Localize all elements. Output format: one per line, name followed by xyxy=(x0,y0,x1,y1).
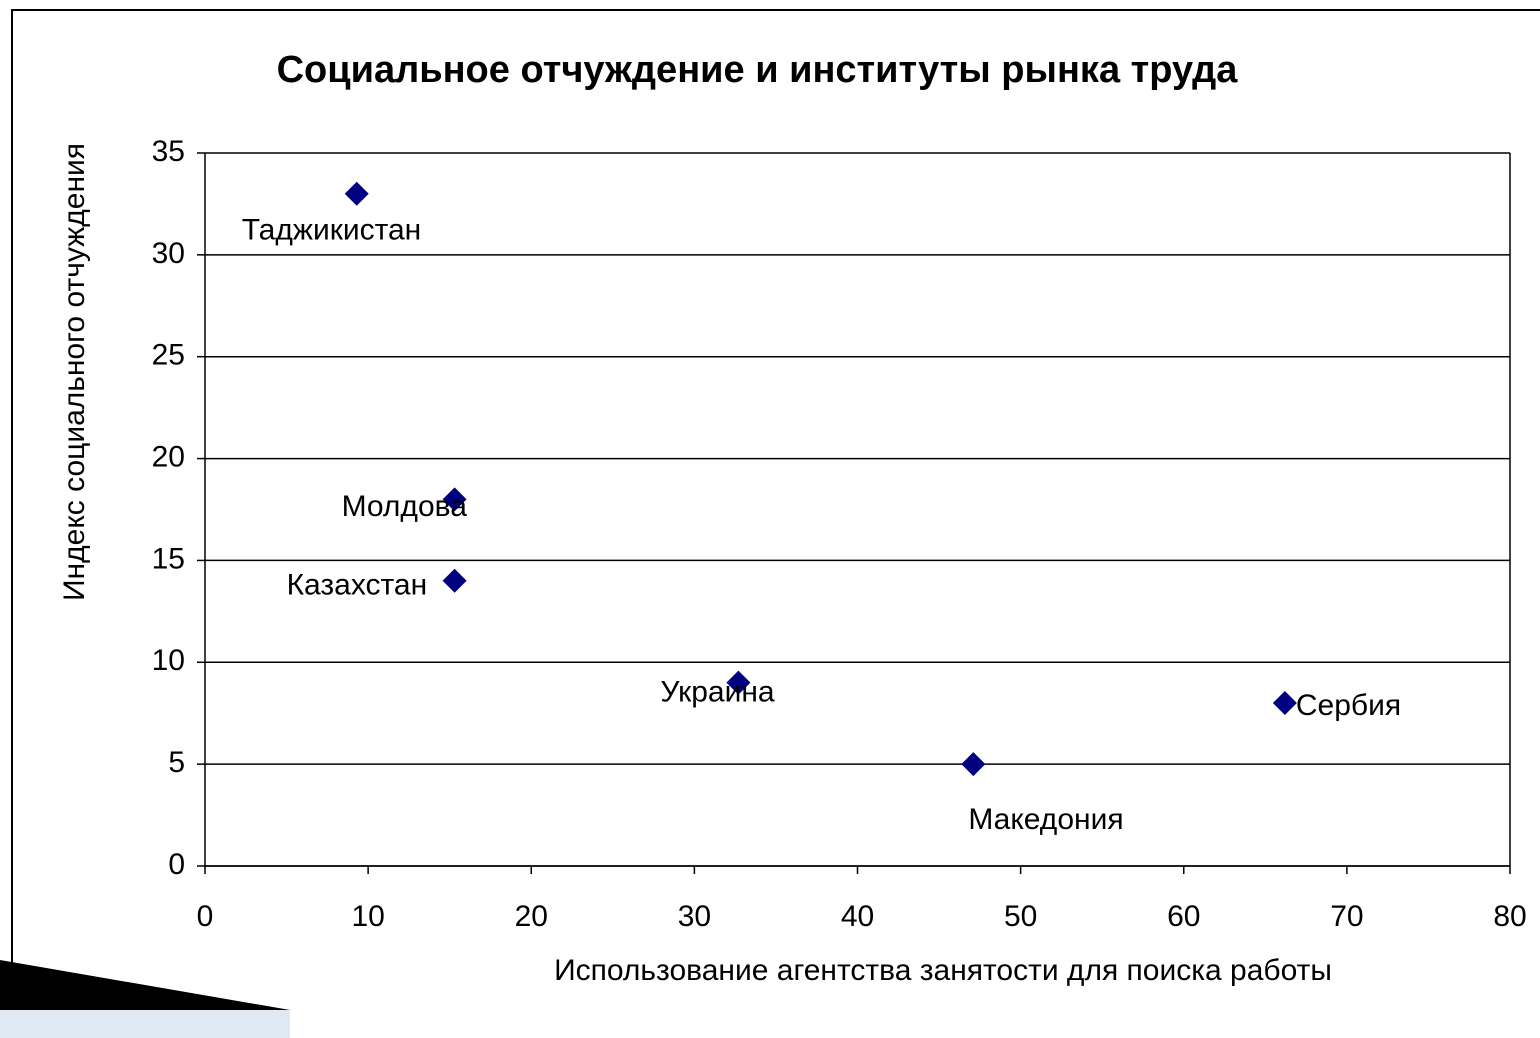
y-tick-label: 25 xyxy=(152,339,185,372)
point-label: Македония xyxy=(968,803,1123,836)
y-tick-label: 0 xyxy=(168,848,185,881)
x-axis-title: Использование агентства занятости для по… xyxy=(554,954,1332,987)
x-tick-label: 0 xyxy=(197,900,214,933)
y-tick-label: 15 xyxy=(152,542,185,575)
x-tick-label: 20 xyxy=(515,900,548,933)
x-tick-label: 10 xyxy=(351,900,384,933)
y-tick-label: 20 xyxy=(152,440,185,473)
marker xyxy=(442,568,467,593)
marker xyxy=(726,670,751,695)
y-axis-title: Индекс социального отчуждения xyxy=(58,143,91,601)
marker xyxy=(442,487,467,512)
point-label: Сербия xyxy=(1296,689,1401,722)
point-label: Казахстан xyxy=(287,569,428,602)
marker xyxy=(961,752,986,777)
x-tick-label: 40 xyxy=(841,900,874,933)
point-label: Молдова xyxy=(342,490,468,523)
chart-title: Социальное отчуждение и институты рынка … xyxy=(277,49,1239,91)
y-tick-label: 5 xyxy=(168,746,185,779)
x-tick-label: 80 xyxy=(1493,900,1526,933)
marker xyxy=(344,181,369,206)
decoration xyxy=(0,960,290,1010)
decoration xyxy=(0,1010,290,1038)
point-label: Таджикистан xyxy=(242,214,422,247)
y-tick-label: 10 xyxy=(152,644,185,677)
chart-frame xyxy=(11,9,1540,1038)
y-tick-label: 35 xyxy=(152,135,185,168)
x-tick-label: 60 xyxy=(1167,900,1200,933)
marker xyxy=(1272,691,1297,716)
x-tick-label: 70 xyxy=(1330,900,1363,933)
y-tick-label: 30 xyxy=(152,237,185,270)
point-label: Украина xyxy=(660,676,775,709)
x-tick-label: 50 xyxy=(1004,900,1037,933)
x-tick-label: 30 xyxy=(678,900,711,933)
